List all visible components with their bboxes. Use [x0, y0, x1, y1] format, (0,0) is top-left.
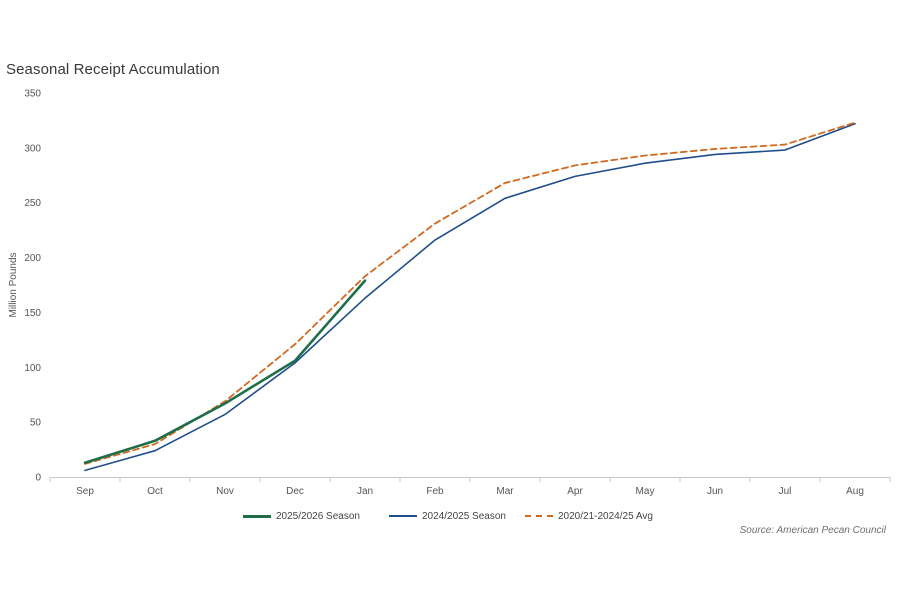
- y-tick-label: 350: [24, 89, 41, 100]
- x-tick-label: Dec: [286, 486, 304, 497]
- legend-label: 2024/2025 Season: [422, 510, 506, 522]
- x-tick-label: Nov: [216, 486, 234, 497]
- legend-swatch: [243, 514, 271, 518]
- legend-item: 2025/2026 Season: [243, 509, 360, 523]
- x-tick-label: Mar: [496, 486, 514, 497]
- legend-label: 2025/2026 Season: [276, 510, 360, 522]
- x-tick-label: Sep: [76, 486, 94, 497]
- series-line-2020-21-2024-25-avg: [84, 121, 856, 465]
- chart-title: Seasonal Receipt Accumulation: [6, 61, 220, 78]
- x-tick-label: Aug: [846, 486, 864, 497]
- legend: 2025/2026 Season 2024/2025 Season 2020/21-…: [0, 509, 900, 523]
- y-tick-label: 0: [35, 473, 41, 484]
- x-tick-label: Feb: [426, 486, 444, 497]
- y-tick-label: 300: [24, 143, 41, 154]
- y-tick-label: 50: [30, 418, 42, 429]
- y-tick-label: 250: [24, 198, 41, 209]
- x-axis: Sep Oct Nov Dec Jan Feb Mar Apr May Jun Jul Aug: [49, 477, 891, 497]
- legend-item: 2024/2025 Season: [389, 509, 506, 523]
- x-tick-label: May: [636, 486, 655, 497]
- y-tick-label: 200: [24, 253, 41, 264]
- y-axis-title: Million Pounds: [8, 252, 19, 317]
- x-tick-label: Jan: [357, 486, 373, 497]
- series-line-2025-2026-season: [83, 279, 367, 465]
- series-lines: [83, 121, 856, 472]
- legend-label: 2020/21-2024/25 Avg: [558, 510, 653, 522]
- x-tick-label: Oct: [147, 486, 163, 497]
- legend-swatch: [389, 515, 417, 517]
- x-tick-label: Apr: [567, 486, 583, 497]
- x-tick-label: Jun: [707, 486, 723, 497]
- legend-swatch: [525, 515, 553, 517]
- y-axis: 0 50 100 150 200 250 300 350: [24, 89, 41, 484]
- legend-item: 2020/21-2024/25 Avg: [525, 509, 653, 523]
- series-line-2024-2025-season: [84, 122, 856, 472]
- y-tick-label: 100: [24, 363, 41, 374]
- y-tick-label: 150: [24, 308, 41, 319]
- source-note: Source: American Pecan Council: [739, 525, 886, 536]
- x-tick-label: Jul: [779, 486, 792, 497]
